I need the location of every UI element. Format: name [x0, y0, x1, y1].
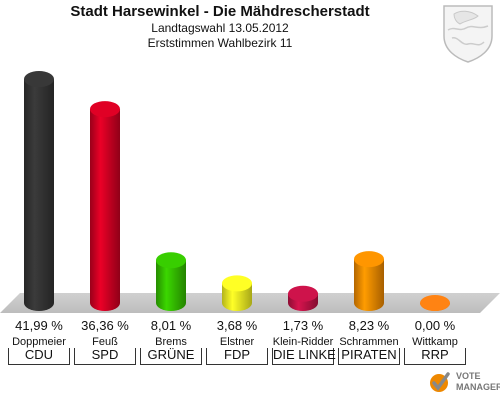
party-tick-label: RRP	[404, 348, 466, 365]
bar-piraten	[354, 251, 384, 311]
brand-line-2: MANAGER	[456, 382, 500, 392]
party-tick-label: DIE LINKE	[272, 348, 336, 365]
chart-subtitle-district: Erststimmen Wahlbezirk 11	[147, 36, 293, 50]
chart-title: Stadt Harsewinkel - Die Mähdrescherstadt	[70, 3, 370, 20]
bar-die-linke	[288, 285, 318, 311]
vote-manager-logo: VOTE MANAGER	[428, 368, 500, 398]
candidate-name: Doppmeier	[12, 336, 66, 348]
party-tick-label: GRÜNE	[140, 348, 202, 365]
bar-spd	[90, 101, 120, 311]
value-label: 41,99 %	[15, 318, 63, 333]
party-tick-label: CDU	[8, 348, 70, 365]
candidate-label: Feuß SPD	[72, 336, 138, 365]
bar-gr-ne	[156, 252, 186, 311]
bar-rrp	[420, 295, 450, 311]
candidate-name: Wittkamp	[412, 336, 458, 348]
party-tick-label: SPD	[74, 348, 136, 365]
candidate-labels: Doppmeier CDU Feuß SPD Brems GRÜNE Elstner FDP K…	[0, 336, 500, 376]
value-label: 8,01 %	[150, 318, 192, 333]
candidate-label: Brems GRÜNE	[138, 336, 204, 365]
chart-header: Stadt Harsewinkel - Die Mähdrescherstadt…	[0, 2, 440, 51]
party-tick-label: PIRATEN	[338, 348, 400, 365]
bar-cdu	[24, 71, 54, 311]
value-label: 3,68 %	[216, 318, 258, 333]
candidate-name: Feuß	[92, 336, 118, 348]
candidate-label: Schrammen PIRATEN	[336, 336, 402, 365]
value-label: 8,23 %	[348, 318, 390, 333]
candidate-label: Wittkamp RRP	[402, 336, 468, 365]
value-label: 0,00 %	[414, 318, 456, 333]
candidate-name: Brems	[155, 336, 187, 348]
value-label: 1,73 %	[282, 318, 324, 333]
party-tick-label: FDP	[206, 348, 268, 365]
candidate-name: Schrammen	[339, 336, 399, 348]
coat-of-arms-icon	[443, 5, 493, 63]
vote-manager-icon	[430, 372, 450, 392]
candidate-label: Doppmeier CDU	[6, 336, 72, 365]
candidate-label: Klein-Ridder DIE LINKE	[270, 336, 336, 365]
candidate-name: Elstner	[219, 336, 255, 348]
value-label: 36,36 %	[81, 318, 129, 333]
brand-line-1: VOTE	[456, 371, 481, 381]
candidate-name: Klein-Ridder	[272, 336, 334, 348]
bar-fdp	[222, 275, 252, 311]
chart-subtitle-election: Landtagswahl 13.05.2012	[151, 21, 289, 35]
candidate-label: Elstner FDP	[204, 336, 270, 365]
